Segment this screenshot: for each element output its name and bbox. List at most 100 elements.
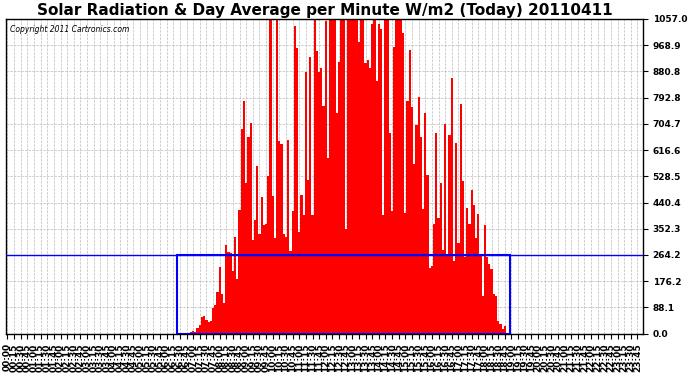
Bar [245,183,247,334]
Bar [318,72,320,334]
Bar [269,19,272,334]
Bar [296,48,298,334]
Bar [322,106,325,334]
Bar [309,57,311,334]
Bar [358,42,360,334]
Bar [327,158,329,334]
Bar [342,19,344,334]
Bar [404,213,406,334]
Bar [232,271,234,334]
Bar [314,19,316,334]
Bar [484,225,486,334]
Bar [333,19,336,334]
Bar [349,19,351,334]
Bar [278,141,280,334]
Bar [329,19,331,334]
Bar [298,232,300,334]
Bar [395,19,397,334]
Bar [471,190,473,334]
Bar [431,266,433,334]
Bar [422,209,424,334]
Bar [384,19,386,334]
Bar [303,215,305,334]
Bar [424,114,426,334]
Bar [475,238,477,334]
Bar [477,214,480,334]
Bar [362,19,364,334]
Bar [489,264,491,334]
Bar [250,123,252,334]
Bar [325,21,327,334]
Bar [469,224,471,334]
Bar [480,255,482,334]
Bar [386,19,388,334]
Bar [366,60,369,334]
Bar [219,267,221,334]
Bar [415,125,417,334]
Bar [420,136,422,334]
Bar [230,254,232,334]
Bar [201,317,203,334]
Bar [338,62,340,334]
Title: Solar Radiation & Day Average per Minute W/m2 (Today) 20110411: Solar Radiation & Day Average per Minute… [37,3,613,18]
Bar [442,250,444,334]
Bar [417,98,420,334]
Bar [408,50,411,334]
Bar [258,234,261,334]
Bar [272,196,274,334]
Bar [291,211,294,334]
Bar [473,205,475,334]
Bar [331,19,333,334]
Bar [371,24,373,334]
Bar [212,308,214,334]
Bar [397,19,400,334]
Bar [236,279,239,334]
Bar [355,19,358,334]
Bar [411,107,413,334]
Bar [382,214,384,334]
Bar [460,104,462,334]
Bar [225,245,228,334]
Bar [406,101,408,334]
Bar [261,197,263,334]
Bar [402,33,404,334]
Bar [265,224,267,334]
Bar [186,333,188,334]
Bar [287,140,289,334]
Bar [364,63,366,334]
Bar [311,215,314,334]
Bar [388,133,391,334]
Bar [466,208,469,334]
Bar [377,24,380,334]
Bar [347,19,349,334]
Bar [210,321,212,334]
Bar [502,329,504,334]
Bar [188,333,190,334]
Bar [340,19,342,334]
Bar [252,240,254,334]
Bar [241,129,243,334]
Bar [428,268,431,334]
Bar [495,296,497,334]
Bar [223,303,225,334]
Bar [437,218,440,334]
Bar [464,257,466,334]
Bar [506,333,508,334]
Bar [457,243,460,334]
Bar [276,19,278,334]
Bar [455,143,457,334]
Bar [289,251,291,334]
Bar [307,180,309,334]
Bar [400,19,402,334]
Bar [375,81,377,334]
Bar [353,19,355,334]
Bar [280,144,283,334]
Bar [221,294,223,334]
Bar [482,296,484,334]
Bar [206,320,208,334]
Bar [435,133,437,334]
Bar [184,333,186,334]
Bar [197,328,199,334]
Bar [444,124,446,334]
Bar [274,238,276,334]
